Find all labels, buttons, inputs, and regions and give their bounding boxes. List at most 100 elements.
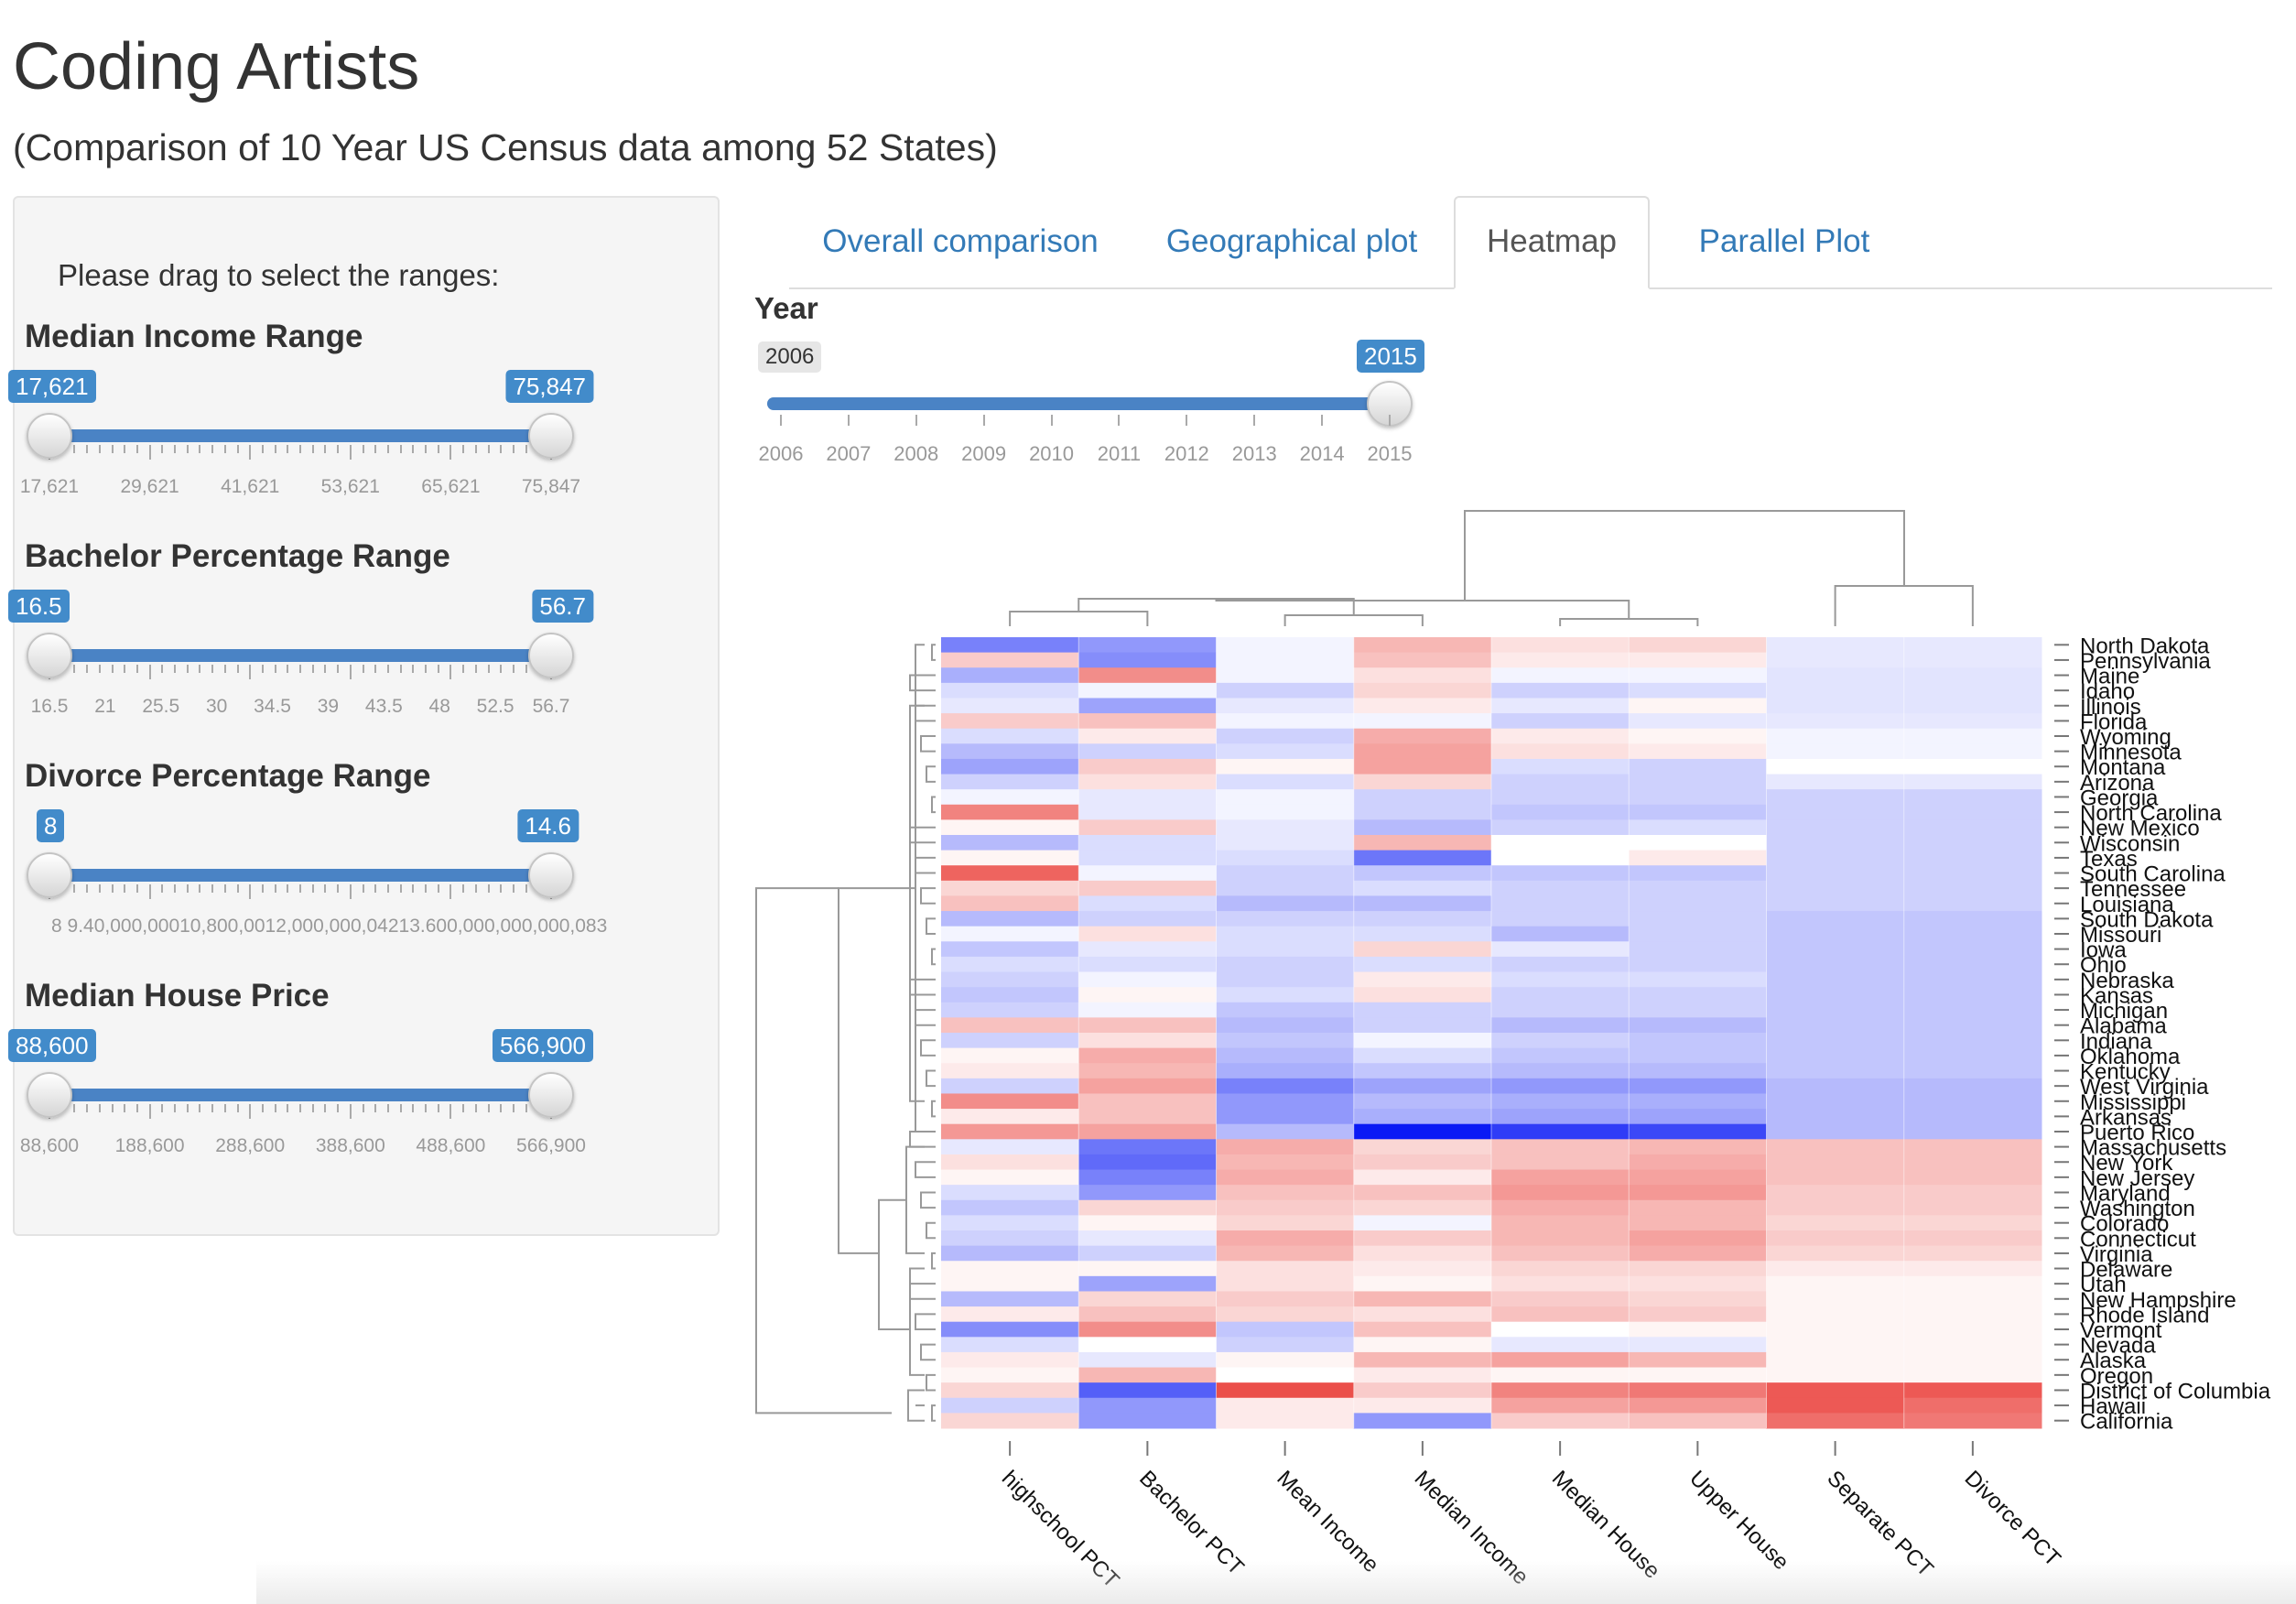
heatmap-cell bbox=[1903, 1123, 2042, 1140]
heatmap-cell bbox=[1629, 698, 1767, 714]
heatmap-cell bbox=[1491, 911, 1630, 927]
slider-tick bbox=[73, 445, 76, 453]
heatmap-cell bbox=[1903, 1261, 2042, 1277]
slider-min-handle[interactable] bbox=[27, 633, 72, 678]
heatmap-cell bbox=[941, 1078, 1079, 1094]
heatmap-cell bbox=[1629, 1139, 1767, 1155]
heatmap-cell bbox=[1353, 926, 1492, 942]
heatmap-cell bbox=[1216, 835, 1355, 851]
slider-min-handle[interactable] bbox=[27, 1072, 72, 1118]
heatmap-cell bbox=[1766, 728, 1905, 744]
slider-tick bbox=[311, 445, 314, 453]
heatmap-cell bbox=[1491, 728, 1630, 744]
heatmap-cell bbox=[1766, 880, 1905, 896]
column-dendrogram-branch bbox=[1215, 599, 1630, 619]
median-house-label: Median House Price bbox=[25, 978, 330, 1013]
heatmap-cell bbox=[1491, 1367, 1630, 1383]
slider-tick bbox=[324, 445, 327, 453]
heatmap-cell bbox=[1216, 774, 1355, 790]
heatmap-cell bbox=[1216, 1139, 1355, 1155]
heatmap-cell bbox=[1078, 895, 1217, 912]
heatmap-cell bbox=[1629, 1230, 1767, 1247]
heatmap-cell bbox=[1629, 637, 1767, 654]
column-label: Upper House bbox=[1684, 1466, 1793, 1575]
heatmap-cell bbox=[1629, 1017, 1767, 1034]
heatmap-cell bbox=[1078, 1413, 1217, 1429]
heatmap-cell bbox=[1078, 835, 1217, 851]
heatmap-cell bbox=[1629, 895, 1767, 912]
heatmap-cell bbox=[1353, 1245, 1492, 1262]
heatmap-cell bbox=[1629, 1047, 1767, 1064]
slider-max-handle[interactable] bbox=[528, 413, 574, 459]
year-slider-tick-label: 2009 bbox=[961, 442, 1007, 465]
heatmap-cell bbox=[1903, 1306, 2042, 1323]
heatmap-cell bbox=[1903, 1063, 2042, 1079]
slider-tick bbox=[236, 884, 239, 893]
heatmap-cell bbox=[1629, 1321, 1767, 1338]
row-label: Washington bbox=[2080, 1197, 2195, 1221]
tab-overall-comparison[interactable]: Overall comparison bbox=[822, 223, 1099, 259]
heatmap-cell bbox=[1629, 728, 1767, 744]
slider-tick bbox=[174, 884, 176, 893]
heatmap-cell bbox=[1629, 926, 1767, 942]
slider-min-handle[interactable] bbox=[27, 413, 72, 459]
heatmap-cell bbox=[1491, 1382, 1630, 1399]
slider-tick bbox=[174, 445, 176, 453]
row-label: North Carolina bbox=[2080, 801, 2222, 826]
heatmap-cell bbox=[1491, 895, 1630, 912]
heatmap-cell bbox=[1629, 1337, 1767, 1353]
heatmap-cell bbox=[1353, 865, 1492, 882]
heatmap-cell bbox=[1629, 1367, 1767, 1383]
slider-max-handle[interactable] bbox=[528, 852, 574, 898]
slider-tick bbox=[135, 1104, 138, 1112]
row-label: Michigan bbox=[2080, 999, 2168, 1024]
slider-tick bbox=[287, 884, 289, 893]
slider-max-handle[interactable] bbox=[528, 1072, 574, 1118]
row-label: Alabama bbox=[2080, 1014, 2167, 1039]
row-label: Vermont bbox=[2080, 1318, 2162, 1343]
slider-tick bbox=[487, 665, 490, 673]
heatmap-cell bbox=[1078, 1169, 1217, 1186]
row-label: Missouri bbox=[2080, 923, 2161, 948]
heatmap-cell bbox=[941, 1245, 1079, 1262]
slider-tick bbox=[211, 1104, 214, 1112]
slider-tick bbox=[161, 884, 164, 893]
heatmap-cell bbox=[1903, 1413, 2042, 1429]
slider-min-handle[interactable] bbox=[27, 852, 72, 898]
heatmap-cell bbox=[1903, 1154, 2042, 1171]
heatmap-cell bbox=[1903, 1215, 2042, 1231]
heatmap-cell bbox=[1903, 652, 2042, 668]
heatmap-cell bbox=[1903, 956, 2042, 973]
heatmap-cell bbox=[1903, 1337, 2042, 1353]
heatmap-cell bbox=[1629, 1123, 1767, 1140]
year-slider-tick-label: 2013 bbox=[1231, 442, 1277, 465]
slider-max-handle[interactable] bbox=[528, 633, 574, 678]
page-title: Coding Artists bbox=[13, 30, 420, 103]
heatmap-cell bbox=[1353, 789, 1492, 806]
heatmap-cell bbox=[1078, 850, 1217, 866]
row-label: Utah bbox=[2080, 1273, 2127, 1297]
slider-tick-label: 29,621 bbox=[120, 476, 179, 497]
row-dendrogram-branch bbox=[909, 1267, 925, 1376]
row-dendrogram-branch bbox=[926, 1069, 936, 1088]
tab-heatmap[interactable]: Heatmap bbox=[1454, 196, 1650, 289]
heatmap-cell bbox=[941, 1291, 1079, 1307]
row-dendrogram-branch bbox=[907, 1389, 925, 1422]
heatmap-cell bbox=[1766, 1185, 1905, 1201]
slider-tick bbox=[299, 1104, 301, 1112]
slider-tick bbox=[374, 665, 377, 673]
column-dendrogram-branch bbox=[1283, 614, 1424, 626]
row-dendrogram-branch bbox=[931, 796, 936, 814]
heatmap-cell bbox=[1353, 1199, 1492, 1216]
heatmap-cell bbox=[1078, 956, 1217, 973]
slider-tick bbox=[236, 1104, 239, 1112]
heatmap-cell bbox=[1078, 652, 1217, 668]
tab-parallel-plot[interactable]: Parallel Plot bbox=[1698, 223, 1870, 259]
heatmap-cell bbox=[1903, 713, 2042, 730]
tab-geographical-plot[interactable]: Geographical plot bbox=[1165, 223, 1418, 259]
heatmap-cell bbox=[1353, 1337, 1492, 1353]
heatmap-cell bbox=[1353, 1109, 1492, 1125]
heatmap-cell bbox=[1216, 1047, 1355, 1064]
heatmap-cell bbox=[1216, 1321, 1355, 1338]
